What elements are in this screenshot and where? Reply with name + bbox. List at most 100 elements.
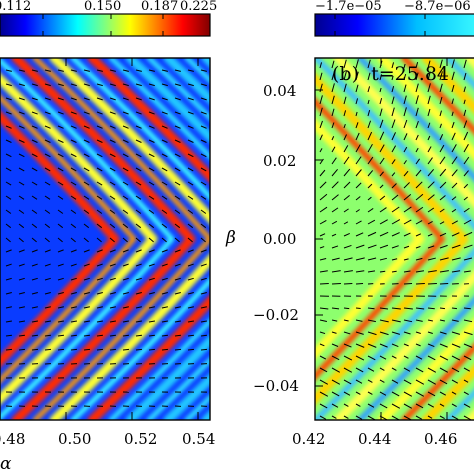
field-arrow (379, 231, 389, 237)
field-arrow (463, 355, 472, 361)
field-arrow (44, 195, 51, 200)
field-arrow (415, 62, 419, 69)
field-arrow (200, 320, 207, 323)
field-arrow (70, 111, 77, 115)
field-band (315, 236, 445, 381)
field-arrow (122, 277, 129, 281)
field-arrow (174, 263, 181, 267)
field-arrow (379, 307, 389, 310)
field-arrow (439, 391, 447, 396)
field-arrow (44, 348, 52, 351)
field-arrow (379, 144, 385, 153)
field-arrow (109, 249, 116, 253)
field-arrow (391, 258, 398, 261)
field-arrow (135, 334, 143, 337)
field-arrow (367, 244, 377, 249)
field-arrow (355, 132, 360, 141)
field-arrow (379, 74, 383, 81)
field-arrow (5, 292, 12, 295)
field-arrow (439, 221, 445, 225)
field-arrow (57, 153, 64, 158)
field-arrow (403, 95, 407, 105)
field-arrow (174, 153, 181, 158)
field-arrow (463, 367, 471, 372)
field-arrow (187, 348, 195, 351)
field-arrow (415, 158, 421, 165)
field-arrow (122, 167, 129, 172)
field-arrow (403, 343, 409, 347)
field-arrow (122, 320, 129, 323)
field-arrow (451, 59, 455, 69)
heatmap-right (315, 58, 474, 420)
field-arrow (319, 134, 323, 141)
y-tick-label-right: 0.00 (263, 230, 296, 248)
field-arrow (367, 59, 371, 69)
field-arrow (5, 223, 12, 229)
field-arrow (96, 125, 103, 129)
field-band (146, 58, 210, 122)
field-arrow (200, 111, 207, 115)
field-arrow (135, 249, 142, 253)
field-arrow (439, 110, 442, 117)
field-band (125, 334, 210, 420)
field-arrow (343, 71, 347, 81)
field-arrow (343, 282, 353, 285)
field-arrow (427, 181, 435, 189)
field-arrow (427, 331, 433, 334)
field-arrow (122, 83, 129, 87)
field-arrow (391, 379, 399, 384)
field-arrow (439, 270, 449, 273)
field-arrow (427, 257, 436, 261)
field-arrow (18, 125, 25, 129)
field-arrow (200, 97, 207, 101)
field-arrow (122, 237, 128, 243)
field-arrow (109, 167, 116, 172)
field-arrow (427, 319, 433, 322)
field-arrow (5, 153, 12, 158)
field-arrow (427, 379, 437, 385)
field-arrow (331, 194, 339, 201)
field-arrow (135, 181, 142, 186)
y-axis-label-right: β (225, 228, 236, 248)
field-arrow (319, 403, 328, 409)
field-arrow (70, 181, 77, 186)
field-arrow (403, 319, 413, 323)
field-band (32, 236, 210, 420)
field-arrow (403, 367, 411, 372)
field-arrow (319, 83, 323, 93)
field-arrow (427, 307, 435, 310)
field-arrow (391, 245, 399, 249)
field-arrow (463, 143, 469, 153)
field-arrow (367, 131, 373, 141)
field-arrow (343, 123, 346, 129)
field-arrow (451, 84, 455, 93)
field-arrow (148, 181, 155, 186)
field-band (49, 58, 210, 225)
field-arrow (367, 415, 376, 420)
field-arrow (161, 292, 168, 295)
field-arrow (174, 249, 181, 253)
field-arrow (319, 270, 328, 273)
field-arrow (148, 334, 156, 337)
field-arrow (109, 334, 117, 337)
field-arrow (403, 133, 408, 141)
field-arrow (5, 195, 12, 200)
field-arrow (5, 306, 12, 309)
colorbar-left (0, 13, 211, 37)
field-arrow (319, 107, 323, 117)
field-arrow (367, 379, 373, 383)
field-arrow (31, 249, 38, 253)
field-arrow (44, 237, 50, 243)
field-arrow (70, 139, 77, 143)
field-arrow (135, 348, 143, 351)
field-arrow (70, 306, 77, 309)
field-arrow (161, 181, 168, 186)
field-arrow (187, 69, 194, 72)
field-arrow (391, 159, 396, 165)
field-arrow (463, 72, 467, 81)
field-arrow (415, 257, 423, 261)
field-arrow (427, 343, 435, 348)
field-arrow (439, 156, 446, 165)
field-arrow (415, 282, 425, 285)
field-arrow (122, 97, 129, 101)
